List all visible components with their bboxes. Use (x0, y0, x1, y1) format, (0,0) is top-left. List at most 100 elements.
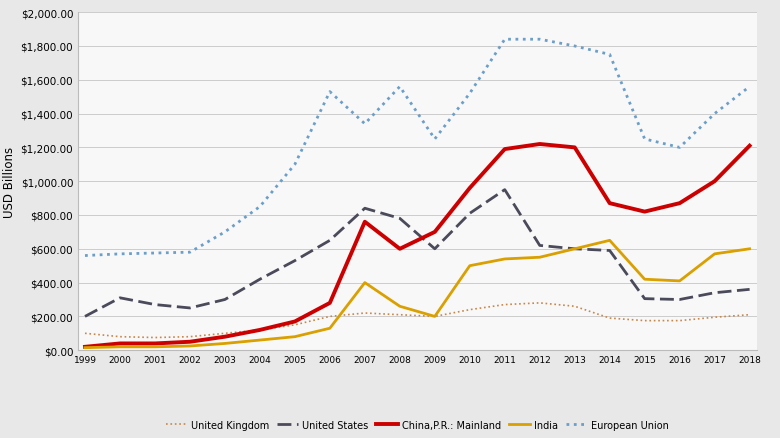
China,P.R.: Mainland: (2.01e+03, 870): Mainland: (2.01e+03, 870) (605, 201, 615, 206)
United States (535, 243, 544, 248)
China,P.R.: Mainland: (2.02e+03, 820): Mainland: (2.02e+03, 820) (640, 209, 649, 215)
India (325, 326, 335, 331)
Line: European Union: European Union (85, 40, 750, 256)
China,P.R.: Mainland: (2e+03, 50): Mainland: (2e+03, 50) (186, 339, 195, 345)
United States (115, 296, 125, 301)
European Union (535, 38, 544, 43)
European Union (605, 53, 615, 58)
India (115, 344, 125, 350)
China,P.R.: Mainland: (2.01e+03, 600): Mainland: (2.01e+03, 600) (395, 247, 405, 252)
India (186, 343, 195, 349)
Y-axis label: USD Billions: USD Billions (3, 146, 16, 217)
China,P.R.: Mainland: (2.01e+03, 760): Mainland: (2.01e+03, 760) (360, 219, 370, 225)
United Kingdom (186, 334, 195, 339)
India (710, 252, 719, 257)
India (290, 334, 300, 339)
United States (186, 306, 195, 311)
China,P.R.: Mainland: (2e+03, 170): Mainland: (2e+03, 170) (290, 319, 300, 325)
United States (220, 297, 229, 302)
China,P.R.: Mainland: (2.01e+03, 1.22e+03): Mainland: (2.01e+03, 1.22e+03) (535, 142, 544, 147)
Line: China,P.R.: Mainland: China,P.R.: Mainland (85, 145, 750, 347)
United States (325, 238, 335, 244)
European Union (465, 92, 474, 97)
United States (710, 290, 719, 296)
India (430, 314, 439, 319)
India (255, 338, 264, 343)
India (745, 247, 754, 252)
United States (151, 302, 160, 307)
India (151, 344, 160, 350)
European Union (255, 205, 264, 210)
European Union (360, 122, 370, 127)
United States (570, 247, 580, 252)
India (535, 255, 544, 260)
China,P.R.: Mainland: (2e+03, 120): Mainland: (2e+03, 120) (255, 328, 264, 333)
India (675, 279, 684, 284)
United States (605, 248, 615, 254)
United Kingdom (605, 316, 615, 321)
China,P.R.: Mainland: (2.01e+03, 960): Mainland: (2.01e+03, 960) (465, 186, 474, 191)
India (220, 341, 229, 346)
China,P.R.: Mainland: (2e+03, 40): Mainland: (2e+03, 40) (151, 341, 160, 346)
European Union (151, 251, 160, 256)
United Kingdom (710, 315, 719, 320)
Legend: United Kingdom, United States, China,P.R.: Mainland, India, European Union: United Kingdom, United States, China,P.R… (162, 416, 672, 434)
China,P.R.: Mainland: (2.01e+03, 1.19e+03): Mainland: (2.01e+03, 1.19e+03) (500, 147, 509, 152)
United Kingdom (220, 331, 229, 336)
India (570, 247, 580, 252)
United States (430, 247, 439, 252)
United Kingdom (80, 331, 90, 336)
European Union (290, 162, 300, 168)
United Kingdom (151, 335, 160, 340)
Line: India: India (85, 241, 750, 348)
United States (255, 277, 264, 282)
European Union (640, 137, 649, 142)
India (360, 280, 370, 286)
European Union (325, 90, 335, 95)
United Kingdom (255, 328, 264, 333)
United States (500, 187, 509, 193)
China,P.R.: Mainland: (2.02e+03, 1.21e+03): Mainland: (2.02e+03, 1.21e+03) (745, 144, 754, 149)
United States (290, 258, 300, 264)
India (640, 277, 649, 282)
United Kingdom (745, 312, 754, 318)
United Kingdom (465, 307, 474, 313)
India (395, 304, 405, 309)
European Union (186, 250, 195, 255)
United Kingdom (675, 318, 684, 324)
India (465, 264, 474, 269)
European Union (710, 112, 719, 117)
Line: United Kingdom: United Kingdom (85, 303, 750, 338)
European Union (430, 137, 439, 142)
European Union (115, 252, 125, 257)
China,P.R.: Mainland: (2.02e+03, 870): Mainland: (2.02e+03, 870) (675, 201, 684, 206)
China,P.R.: Mainland: (2.01e+03, 280): Mainland: (2.01e+03, 280) (325, 300, 335, 306)
European Union (500, 38, 509, 43)
United States (745, 287, 754, 292)
United States (80, 314, 90, 319)
United States (640, 297, 649, 302)
European Union (675, 145, 684, 151)
Line: United States: United States (85, 190, 750, 317)
United Kingdom (325, 314, 335, 319)
United States (395, 216, 405, 222)
India (80, 345, 90, 350)
China,P.R.: Mainland: (2.02e+03, 1e+03): Mainland: (2.02e+03, 1e+03) (710, 179, 719, 184)
European Union (570, 44, 580, 49)
United States (465, 211, 474, 216)
United Kingdom (570, 304, 580, 309)
United Kingdom (500, 302, 509, 307)
China,P.R.: Mainland: (2e+03, 20): Mainland: (2e+03, 20) (80, 344, 90, 350)
European Union (395, 85, 405, 90)
United Kingdom (430, 314, 439, 319)
India (605, 238, 615, 244)
European Union (220, 230, 229, 235)
United Kingdom (290, 322, 300, 328)
China,P.R.: Mainland: (2.01e+03, 700): Mainland: (2.01e+03, 700) (430, 230, 439, 235)
United States (360, 206, 370, 212)
China,P.R.: Mainland: (2.01e+03, 1.2e+03): Mainland: (2.01e+03, 1.2e+03) (570, 145, 580, 151)
United Kingdom (535, 300, 544, 306)
United Kingdom (360, 311, 370, 316)
European Union (745, 85, 754, 90)
United Kingdom (395, 312, 405, 318)
